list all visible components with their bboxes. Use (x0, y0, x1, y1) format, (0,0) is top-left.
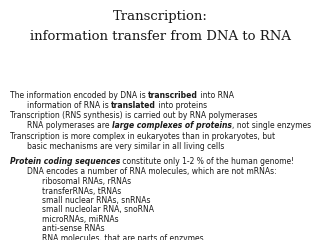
Text: transferRNAs, tRNAs: transferRNAs, tRNAs (42, 187, 121, 196)
Text: Transcription:: Transcription: (113, 10, 207, 23)
Text: basic mechanisms are very similar in all living cells: basic mechanisms are very similar in all… (27, 142, 225, 151)
Text: small nuclear RNAs, snRNAs: small nuclear RNAs, snRNAs (42, 196, 150, 205)
Text: DNA encodes a number of RNA molecules, which are not mRNAs:: DNA encodes a number of RNA molecules, w… (27, 167, 277, 176)
Text: microRNAs, miRNAs: microRNAs, miRNAs (42, 215, 118, 224)
Text: into RNA: into RNA (198, 91, 234, 100)
Text: large complexes of proteins: large complexes of proteins (112, 121, 232, 131)
Text: small nucleolar RNA, snoRNA: small nucleolar RNA, snoRNA (42, 205, 154, 215)
Text: ribosomal RNAs, rRNAs: ribosomal RNAs, rRNAs (42, 177, 131, 186)
Text: RNA polymerases are: RNA polymerases are (27, 121, 112, 131)
Text: transcribed: transcribed (148, 91, 198, 100)
Text: The information encoded by DNA is: The information encoded by DNA is (10, 91, 148, 100)
Text: Transcription is more complex in eukaryotes than in prokaryotes, but: Transcription is more complex in eukaryo… (10, 132, 275, 140)
Text: translated: translated (111, 101, 156, 110)
Text: , not single enzymes: , not single enzymes (232, 121, 311, 131)
Text: anti-sense RNAs: anti-sense RNAs (42, 224, 104, 233)
Text: Protein coding sequences: Protein coding sequences (10, 157, 120, 166)
Text: into proteins: into proteins (156, 101, 207, 110)
Text: information transfer from DNA to RNA: information transfer from DNA to RNA (29, 30, 291, 43)
Text: constitute only 1-2 % of the human genome!: constitute only 1-2 % of the human genom… (120, 157, 294, 166)
Text: information of RNA is: information of RNA is (27, 101, 111, 110)
Text: RNA molecules, that are parts of enzymes: RNA molecules, that are parts of enzymes (42, 234, 203, 240)
Text: Transcription (RNS synthesis) is carried out by RNA polymerases: Transcription (RNS synthesis) is carried… (10, 111, 257, 120)
